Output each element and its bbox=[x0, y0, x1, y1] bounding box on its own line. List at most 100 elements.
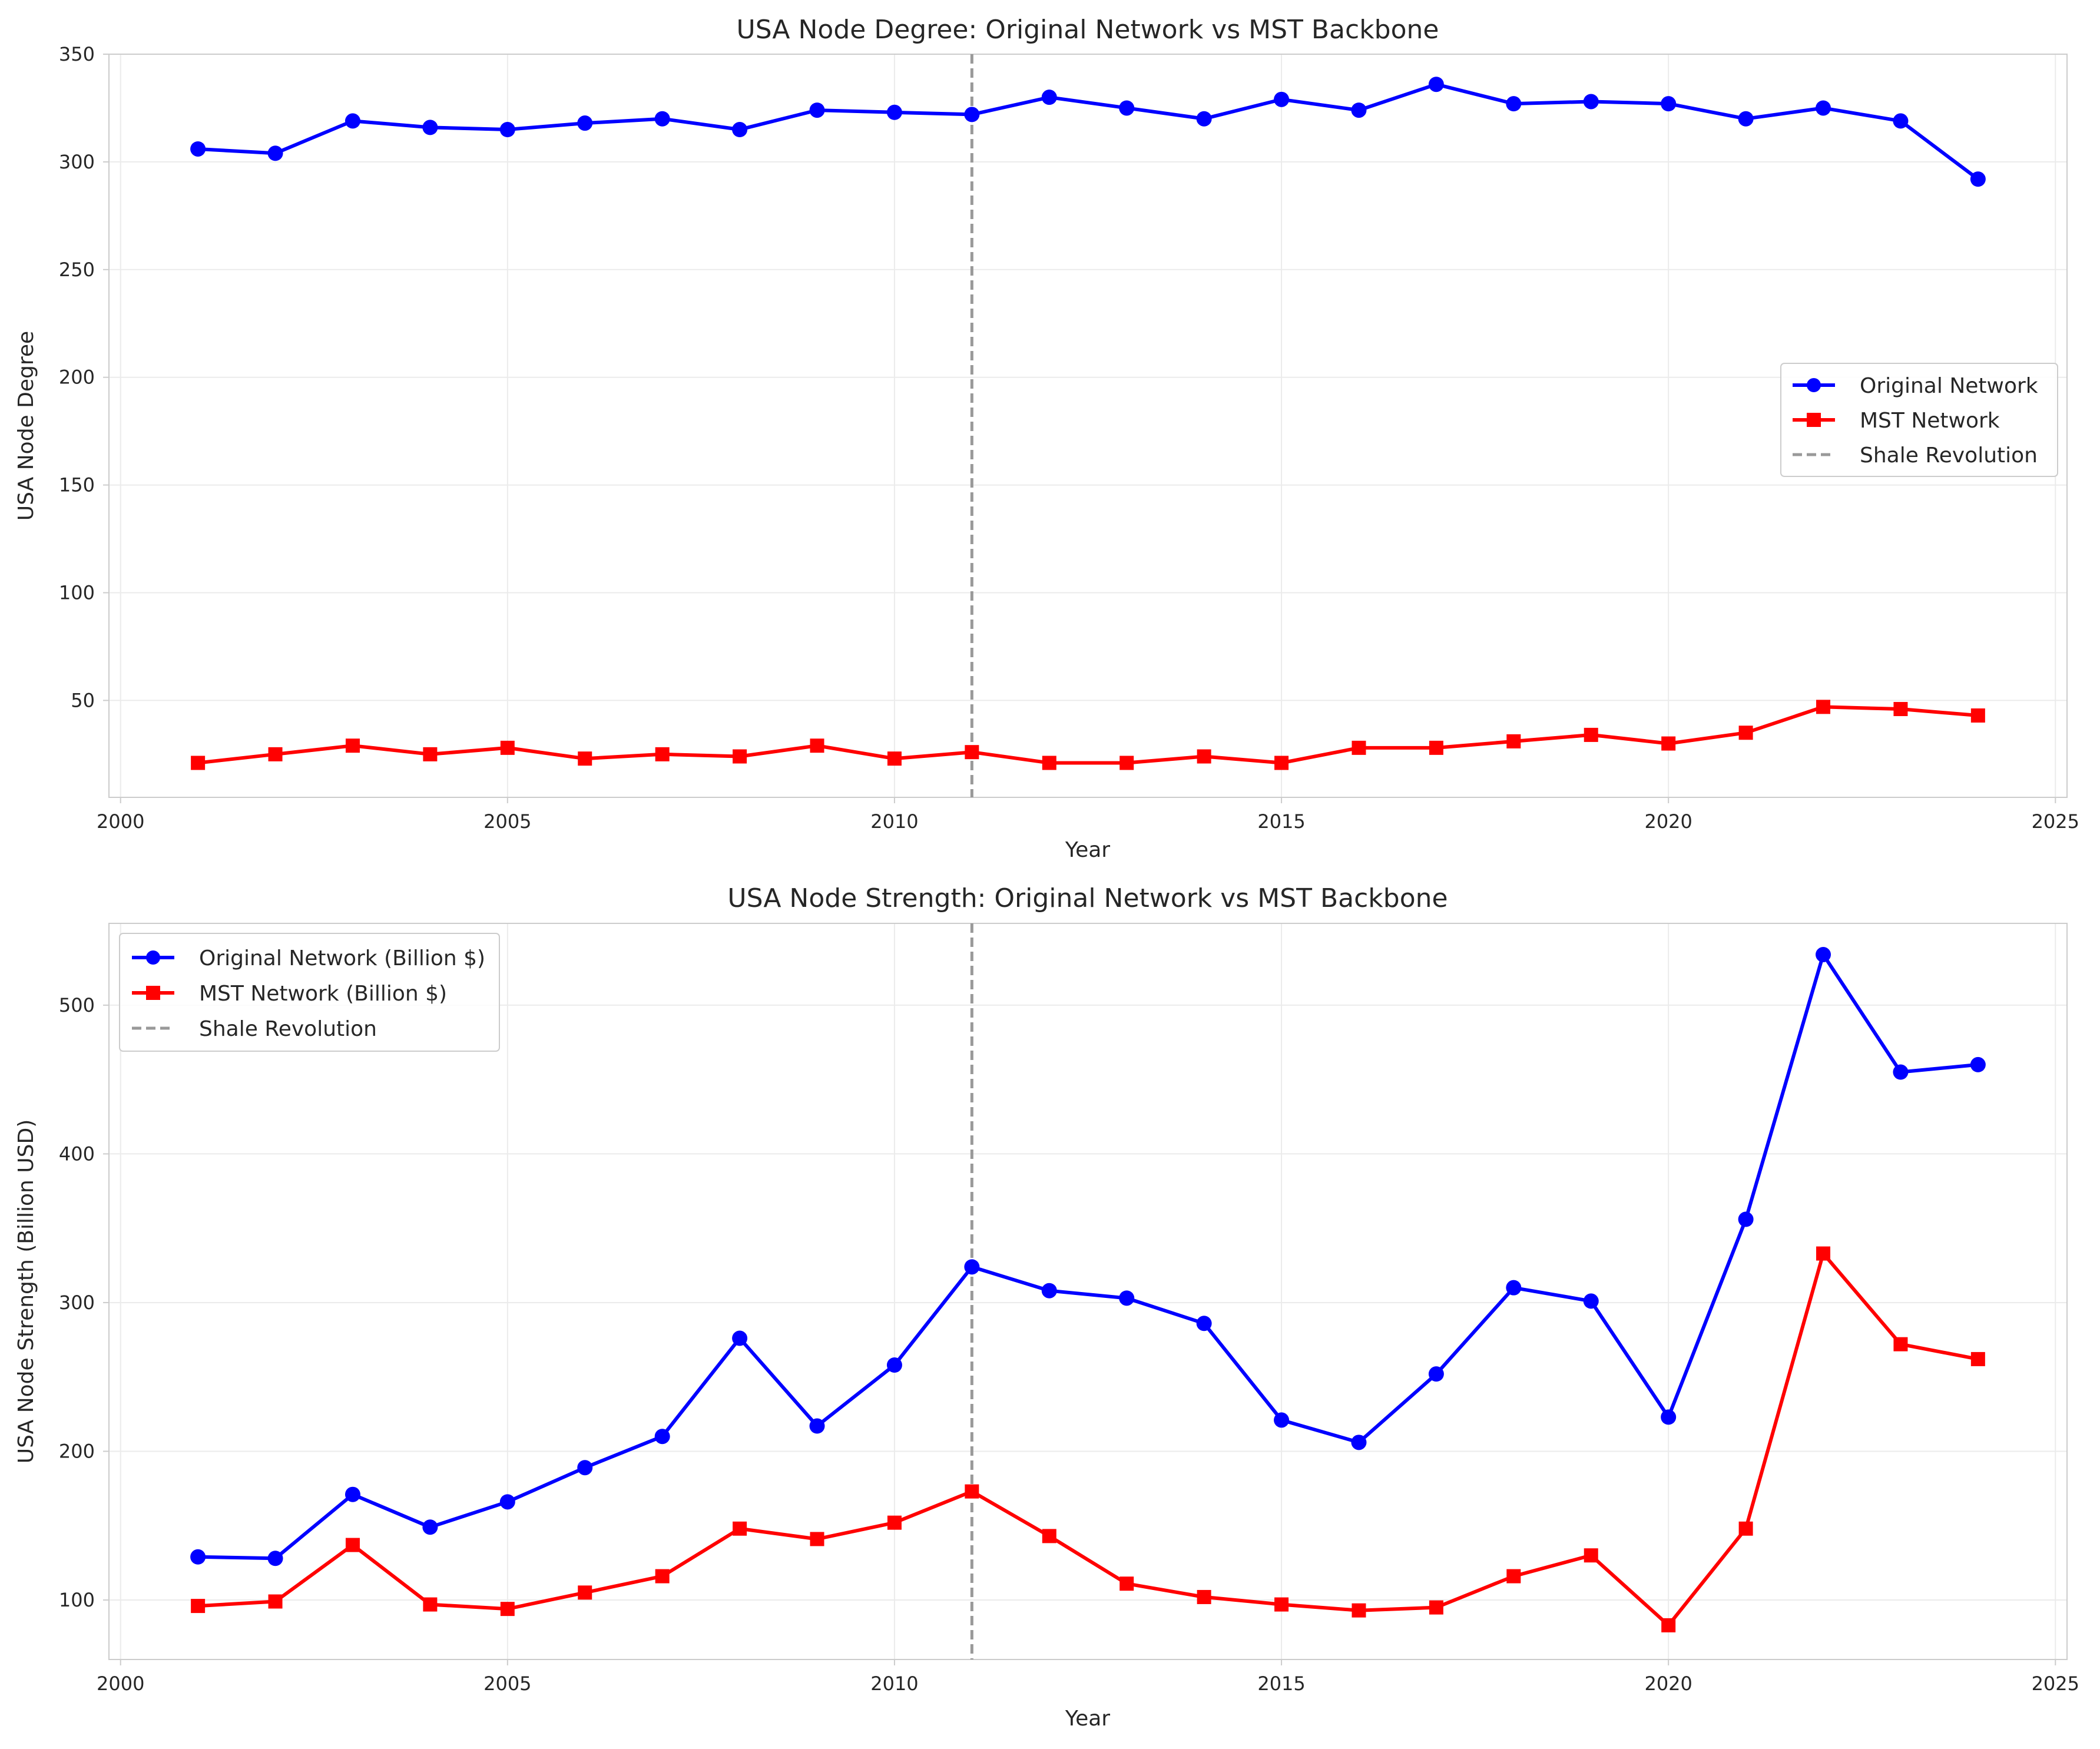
data-point bbox=[500, 1602, 515, 1616]
data-point bbox=[1738, 1211, 1754, 1227]
x-tick-label: 2010 bbox=[870, 1672, 918, 1695]
x-tick-label: 2025 bbox=[2032, 1672, 2079, 1695]
degree-legend-original-marker bbox=[1807, 378, 1821, 392]
data-point bbox=[422, 1519, 438, 1535]
data-point bbox=[1583, 1293, 1599, 1309]
degree-legend-shale-label: Shale Revolution bbox=[1860, 443, 2038, 468]
data-point bbox=[1429, 740, 1443, 755]
data-point bbox=[191, 1599, 206, 1614]
data-point bbox=[1274, 1597, 1289, 1612]
y-tick-label: 50 bbox=[71, 689, 95, 711]
data-point bbox=[1428, 77, 1444, 92]
data-point bbox=[191, 756, 206, 770]
data-point bbox=[1429, 1600, 1443, 1615]
data-point bbox=[1970, 171, 1986, 187]
data-point bbox=[887, 751, 902, 766]
y-tick-label: 100 bbox=[59, 581, 95, 604]
y-tick-label: 400 bbox=[59, 1142, 95, 1165]
x-tick-label: 2005 bbox=[483, 810, 531, 833]
data-point bbox=[733, 1521, 747, 1536]
data-point bbox=[499, 122, 515, 138]
data-point bbox=[654, 1429, 670, 1445]
data-point bbox=[578, 1585, 592, 1600]
data-point bbox=[1970, 1056, 1986, 1072]
data-point bbox=[1274, 756, 1289, 770]
data-point bbox=[1893, 702, 1908, 717]
degree-series bbox=[190, 77, 1986, 770]
data-point bbox=[422, 120, 438, 135]
series-line-0 bbox=[198, 953, 1979, 1561]
data-point bbox=[1738, 111, 1754, 127]
data-point bbox=[1584, 727, 1598, 742]
data-point bbox=[1351, 1435, 1367, 1450]
data-point bbox=[423, 1597, 438, 1612]
data-point bbox=[654, 111, 670, 127]
data-point bbox=[1428, 1366, 1444, 1382]
data-point bbox=[423, 747, 438, 761]
data-point bbox=[268, 747, 283, 761]
chart-degree: 2000 2005 2010 2015 2020 2025 50 100 150 200 250 30… bbox=[14, 15, 2079, 862]
degree-legend-original-label: Original Network bbox=[1860, 374, 2038, 398]
y-tick-label: 200 bbox=[59, 366, 95, 389]
strength-legend-original-marker bbox=[146, 950, 160, 965]
data-point bbox=[886, 104, 902, 120]
data-point bbox=[345, 738, 360, 753]
y-tick-label: 300 bbox=[59, 1291, 95, 1314]
data-point bbox=[1738, 1521, 1753, 1536]
strength-legend-mst-label: MST Network (Billion $) bbox=[199, 982, 447, 1006]
data-point bbox=[268, 1594, 283, 1609]
strength-x-axis-label: Year bbox=[1065, 1707, 1110, 1731]
data-point bbox=[1352, 1603, 1366, 1618]
data-point bbox=[1274, 1412, 1290, 1428]
data-point bbox=[732, 122, 748, 138]
data-point bbox=[577, 1460, 593, 1476]
data-point bbox=[964, 107, 980, 122]
data-point bbox=[500, 740, 515, 755]
data-point bbox=[1119, 1290, 1135, 1306]
data-point bbox=[1506, 1569, 1521, 1584]
x-tick-label: 2015 bbox=[1257, 1672, 1305, 1695]
strength-tick-labels: 2000 2005 2010 2015 2020 2025 100 200 300 400 500 bbox=[59, 994, 2079, 1695]
strength-chart-title: USA Node Strength: Original Network vs M… bbox=[727, 883, 1448, 913]
data-point bbox=[1661, 1409, 1677, 1425]
strength-legend-box bbox=[119, 933, 500, 1052]
data-point bbox=[1351, 102, 1367, 118]
data-point bbox=[655, 747, 670, 761]
degree-legend-box bbox=[1780, 363, 2058, 477]
data-point bbox=[1042, 756, 1056, 770]
data-point bbox=[1816, 1246, 1831, 1261]
series-line-0 bbox=[197, 82, 1979, 181]
data-point bbox=[499, 1494, 515, 1510]
data-point bbox=[578, 751, 592, 766]
degree-x-axis-label: Year bbox=[1065, 838, 1110, 862]
data-point bbox=[1738, 726, 1753, 740]
data-point bbox=[267, 145, 283, 161]
data-point bbox=[190, 1549, 206, 1565]
strength-y-axis-label: USA Node Strength (Billion USD) bbox=[14, 1119, 38, 1464]
data-point bbox=[267, 1551, 283, 1566]
data-point bbox=[190, 141, 206, 157]
data-point bbox=[1584, 1548, 1598, 1563]
y-tick-label: 100 bbox=[59, 1589, 95, 1611]
data-point bbox=[1042, 1529, 1056, 1543]
degree-plot-frame bbox=[108, 54, 2068, 798]
strength-legend-mst-marker bbox=[146, 986, 160, 1000]
x-tick-label: 2000 bbox=[97, 810, 144, 833]
y-tick-label: 500 bbox=[59, 994, 95, 1016]
data-point bbox=[1041, 90, 1057, 105]
data-point bbox=[1196, 111, 1212, 127]
strength-series bbox=[190, 947, 1986, 1632]
data-point bbox=[1352, 740, 1366, 755]
series-line-1 bbox=[197, 1251, 1979, 1627]
data-point bbox=[345, 1538, 360, 1552]
y-tick-label: 200 bbox=[59, 1440, 95, 1462]
strength-legend-shale-label: Shale Revolution bbox=[199, 1017, 377, 1041]
strength-legend-original-label: Original Network (Billion $) bbox=[199, 946, 485, 970]
data-point bbox=[1119, 756, 1134, 770]
y-tick-label: 300 bbox=[59, 151, 95, 173]
x-tick-label: 2000 bbox=[97, 1672, 144, 1695]
degree-legend-mst-marker bbox=[1807, 413, 1821, 427]
data-point bbox=[1197, 749, 1211, 764]
data-point bbox=[1274, 91, 1290, 107]
